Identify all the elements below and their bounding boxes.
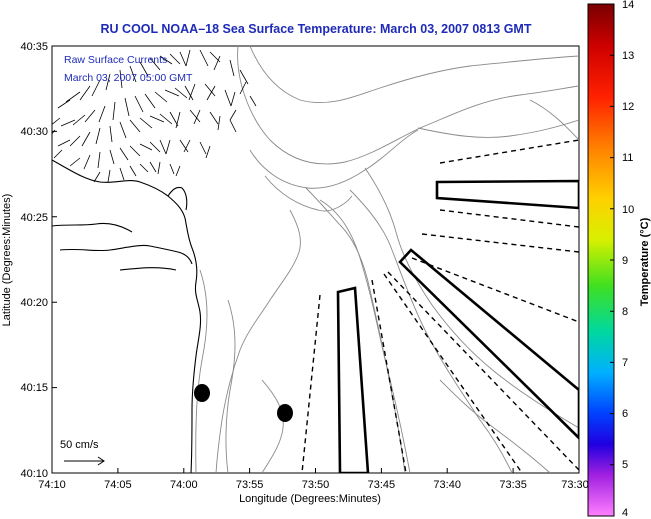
x-tick: 73:40 [433, 479, 461, 491]
y-tick: 40:25 [20, 212, 48, 224]
x-tick: 74:10 [38, 479, 66, 491]
x-tick: 74:05 [104, 479, 132, 491]
colorbar-tick: 7 [622, 357, 628, 369]
scale-arrow [64, 456, 105, 466]
map-title: RU COOL NOAA–18 Sea Surface Temperature:… [101, 22, 532, 36]
colorbar-tick: 11 [622, 152, 633, 164]
colorbar-tick: 12 [622, 101, 634, 113]
colorbar-gradient [587, 3, 615, 517]
scale-label: 50 cm/s [60, 439, 99, 451]
colorbar-tick: 8 [622, 306, 628, 318]
colorbar: 14 13 12 11 10 9 8 7 6 5 4 Temperature (… [587, 0, 651, 519]
y-tick: 40:30 [20, 126, 48, 138]
colorbar-tick: 13 [622, 50, 634, 62]
x-tick: 73:55 [236, 479, 264, 491]
y-tick: 40:20 [20, 297, 48, 309]
bathymetry-contours [195, 46, 579, 473]
y-axis-label: Latitude (Degrees:Minutes) [1, 194, 13, 327]
y-tick-labels: 40:35 40:30 40:25 40:20 40:15 40:10 [20, 41, 48, 480]
coastline [52, 159, 202, 473]
tick-marks [51, 45, 580, 474]
colorbar-tick: 6 [622, 408, 628, 420]
map-frame [51, 45, 580, 474]
radar-beams [336, 179, 579, 473]
x-tick: 74:00 [170, 479, 198, 491]
x-tick-labels: 74:10 74:05 74:00 73:55 73:50 73:45 73:4… [38, 479, 589, 491]
y-tick: 40:15 [20, 382, 48, 394]
map-content: Raw Surface Currents March 03, 2007 05:0… [52, 46, 579, 473]
colorbar-tick: 4 [622, 507, 628, 519]
x-tick: 73:45 [368, 479, 396, 491]
x-tick: 73:30 [561, 479, 589, 491]
colorbar-ticks [610, 3, 614, 517]
station-marker-1 [194, 384, 210, 402]
colorbar-tick: 10 [622, 204, 634, 216]
colorbar-tick: 5 [622, 459, 628, 471]
colorbar-tick: 9 [622, 255, 628, 267]
x-axis-label: Longitude (Degrees:Minutes) [239, 493, 381, 505]
surface-current-vectors [52, 49, 257, 183]
y-tick: 40:10 [20, 468, 48, 480]
colorbar-tick: 14 [622, 0, 634, 11]
x-tick: 73:35 [499, 479, 527, 491]
colorbar-label: Temperature (°C) [639, 217, 651, 306]
x-tick: 73:50 [302, 479, 330, 491]
overlay-line-2: March 03, 2007 05:00 GMT [64, 72, 193, 84]
station-marker-2 [277, 404, 293, 422]
y-tick: 40:35 [20, 41, 48, 53]
radar-coverage-lines [301, 139, 579, 473]
overlay-line-1: Raw Surface Currents [64, 54, 167, 66]
